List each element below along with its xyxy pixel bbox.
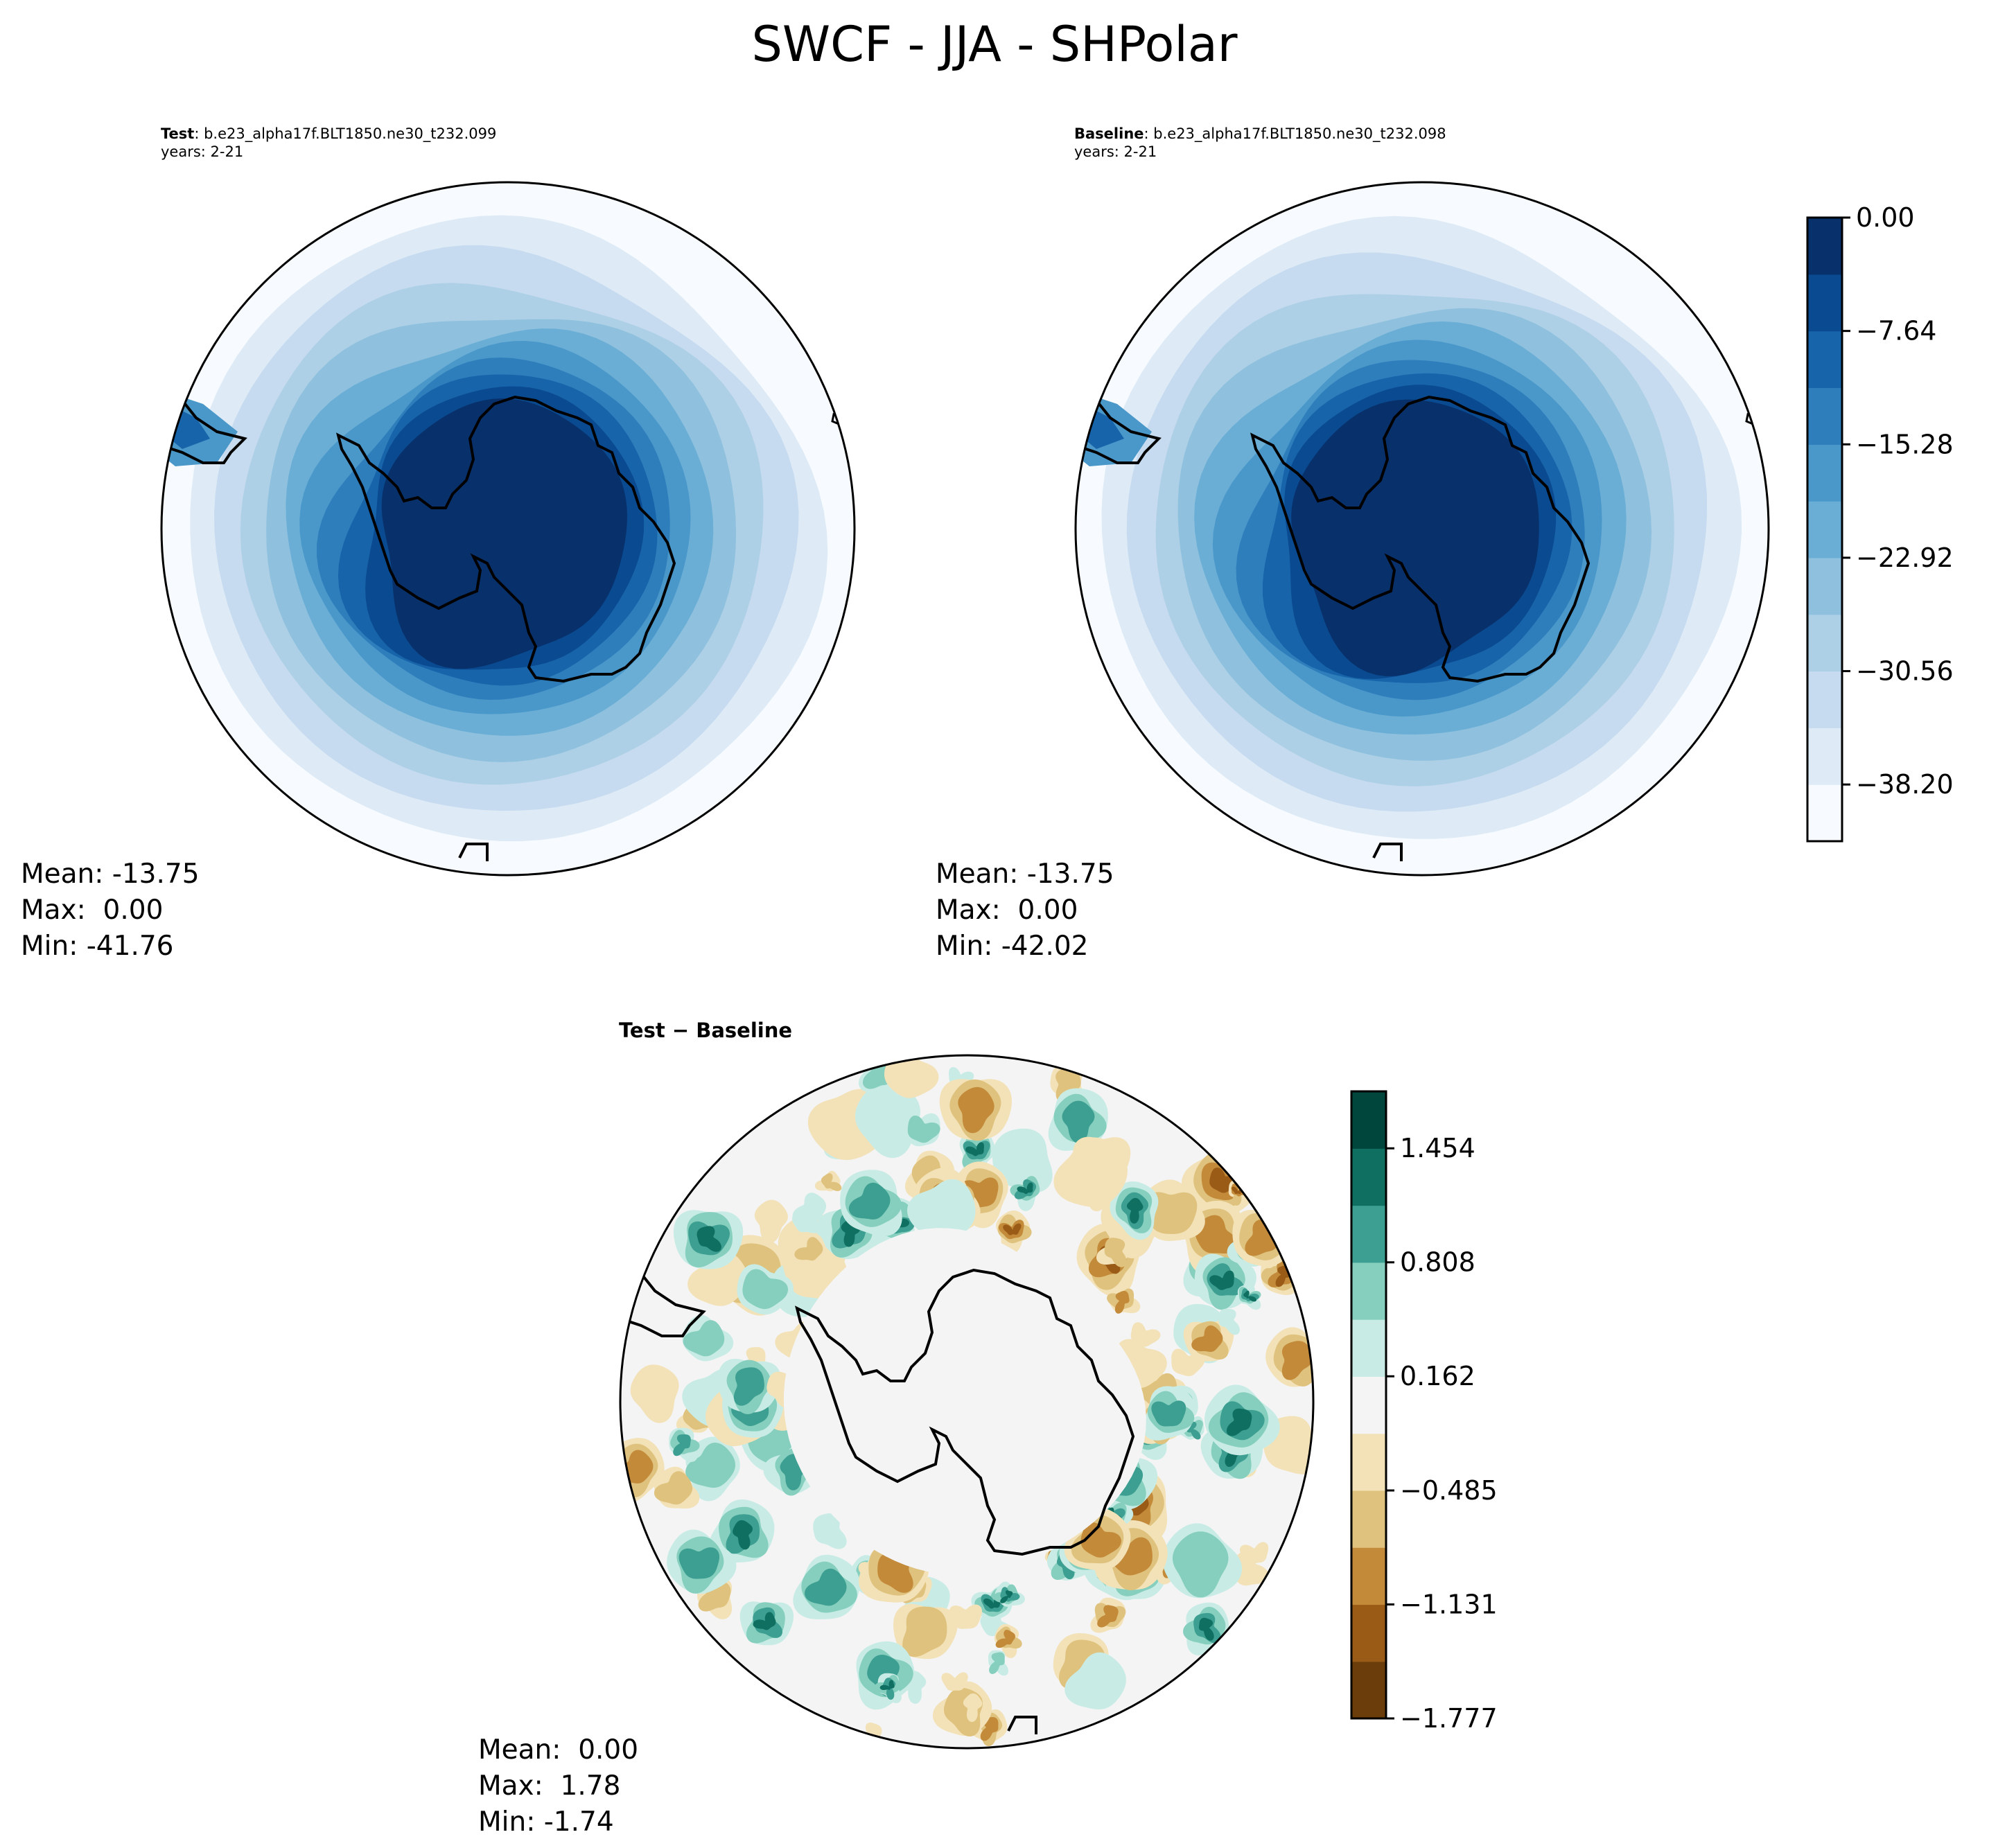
baseline-mean: Mean: -13.75: [936, 859, 1114, 890]
colorbar-swatch: [1807, 331, 1842, 388]
colorbar-swatch: [1351, 1661, 1386, 1719]
colorbar-tick-label: −1.777: [1400, 1703, 1498, 1734]
south-america-coastline: [1076, 398, 1162, 464]
colorbar-swatch: [1807, 784, 1842, 842]
diff-contour-fill: [620, 1055, 1313, 1748]
baseline-polar-map: [1074, 181, 1770, 877]
colorbar-frame: [1806, 216, 1843, 843]
colorbar-frame: [1350, 1090, 1387, 1720]
baseline-years: years: 2-21: [1074, 143, 1157, 160]
map-boundary: [1074, 181, 1770, 877]
colorbar-swatch: [1807, 387, 1842, 445]
new-zealand-coastline: [458, 843, 489, 861]
colorbar-swatch: [1807, 557, 1842, 615]
south-america-coastline: [161, 398, 247, 464]
colorbar-swatch: [1351, 1490, 1386, 1548]
colorbar-swatch: [1351, 1091, 1386, 1149]
antarctica-coastline: [336, 395, 676, 683]
antarctica-coastline: [795, 1268, 1135, 1556]
colorbar-swatch: [1351, 1205, 1386, 1263]
main-colorbar: 0.00 −7.64 −15.28 −22.92 −30.56 −38.20: [1806, 202, 1954, 843]
diff-max: Max: 1.78: [478, 1770, 621, 1802]
colorbar-swatch: [1351, 1319, 1386, 1377]
figure-title: SWCF - JJA - SHPolar: [751, 16, 1238, 73]
test-label-bold: Test: [161, 125, 195, 142]
colorbar-swatch: [1807, 501, 1842, 558]
baseline-label-bold: Baseline: [1074, 125, 1144, 142]
colorbar-tick-label: −0.485: [1400, 1475, 1498, 1506]
test-max: Max: 0.00: [21, 895, 164, 926]
colorbar-tick-label: −22.92: [1856, 543, 1954, 573]
colorbar-swatch: [1351, 1148, 1386, 1206]
colorbar-tick-label: −7.64: [1856, 316, 1936, 346]
colorbar-tick-label: −15.28: [1856, 429, 1954, 459]
test-panel-title: Test: b.e23_alpha17f.BLT1850.ne30_t232.0…: [161, 125, 496, 143]
diff-mean: Mean: 0.00: [478, 1734, 639, 1766]
colorbar-tick-label: 0.00: [1856, 202, 1915, 233]
test-mean: Mean: -13.75: [21, 859, 200, 890]
south-america-coastline: [620, 1271, 706, 1337]
diff-stats: Mean: 0.00 Max: 1.78 Min: -1.74: [478, 1732, 638, 1840]
colorbar-tick-label: 0.808: [1400, 1247, 1475, 1278]
diff-polar-map: [619, 1054, 1315, 1750]
map-boundary: [160, 181, 856, 877]
colorbar-swatch: [1351, 1262, 1386, 1320]
colorbar-swatch: [1807, 728, 1842, 785]
colorbar-swatch: [1807, 614, 1842, 672]
baseline-max: Max: 0.00: [936, 895, 1078, 926]
colorbar-tick-label: −30.56: [1856, 656, 1954, 687]
baseline-stats: Mean: -13.75 Max: 0.00 Min: -42.02: [936, 856, 1114, 965]
diff-min: Min: -1.74: [478, 1806, 614, 1838]
colorbar-swatch: [1807, 274, 1842, 332]
contour-fill: [1076, 182, 1769, 875]
test-years: years: 2-21: [161, 143, 244, 160]
colorbar-swatch: [1807, 671, 1842, 728]
colorbar-swatch: [1807, 444, 1842, 502]
map-boundary: [619, 1054, 1315, 1750]
new-zealand-coastline: [1007, 1716, 1037, 1734]
colorbar-swatch: [1351, 1376, 1386, 1434]
new-zealand-coastline: [1372, 843, 1403, 861]
colorbar-swatch: [1351, 1604, 1386, 1662]
contour-fill: [161, 182, 855, 875]
diff-panel-title: Test − Baseline: [619, 1019, 793, 1042]
colorbar-tick-label: −38.20: [1856, 769, 1954, 800]
colorbar-tick-label: −1.131: [1400, 1590, 1498, 1620]
colorbar-tick-label: 0.162: [1400, 1361, 1475, 1391]
test-stats: Mean: -13.75 Max: 0.00 Min: -41.76: [21, 856, 200, 965]
test-case-name: : b.e23_alpha17f.BLT1850.ne30_t232.099: [194, 125, 497, 142]
colorbar-swatch: [1351, 1433, 1386, 1491]
test-min: Min: -41.76: [21, 931, 174, 962]
baseline-min: Min: -42.02: [936, 931, 1089, 962]
colorbar-tick-label: 1.454: [1400, 1133, 1475, 1163]
colorbar-swatch: [1351, 1547, 1386, 1605]
antarctica-coastline: [1250, 395, 1591, 683]
test-polar-map: [160, 181, 856, 877]
baseline-case-name: : b.e23_alpha17f.BLT1850.ne30_t232.098: [1144, 125, 1446, 142]
colorbar-swatch: [1807, 218, 1842, 275]
diff-colorbar: 1.454 0.808 0.162 −0.485 −1.131 −1.777: [1350, 1090, 1498, 1734]
baseline-panel-title: Baseline: b.e23_alpha17f.BLT1850.ne30_t2…: [1074, 125, 1446, 143]
